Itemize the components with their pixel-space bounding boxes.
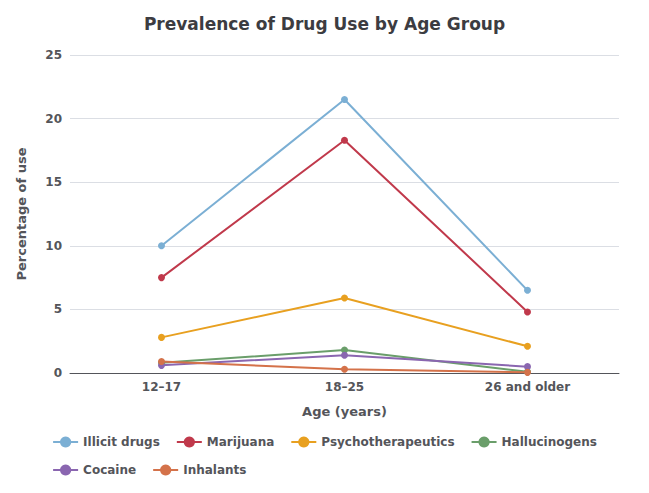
svg-text:20: 20: [45, 112, 62, 126]
svg-text:Hallucinogens: Hallucinogens: [502, 435, 597, 449]
svg-text:Age (years): Age (years): [302, 404, 387, 419]
svg-text:15: 15: [45, 175, 62, 189]
svg-text:Illicit drugs: Illicit drugs: [83, 435, 160, 449]
svg-text:26 and older: 26 and older: [485, 380, 570, 394]
svg-text:Inhalants: Inhalants: [183, 463, 246, 477]
svg-text:5: 5: [54, 302, 62, 316]
svg-text:25: 25: [45, 48, 62, 62]
svg-text:Percentage of use: Percentage of use: [14, 147, 29, 280]
svg-text:Psychotherapeutics: Psychotherapeutics: [321, 435, 454, 449]
svg-text:Prevalence of Drug Use by Age: Prevalence of Drug Use by Age Group: [144, 14, 505, 34]
svg-text:12–17: 12–17: [142, 380, 181, 394]
svg-text:Marijuana: Marijuana: [207, 435, 274, 449]
svg-text:10: 10: [45, 239, 62, 253]
svg-text:0: 0: [54, 366, 62, 380]
svg-text:Cocaine: Cocaine: [83, 463, 136, 477]
svg-text:18–25: 18–25: [325, 380, 364, 394]
